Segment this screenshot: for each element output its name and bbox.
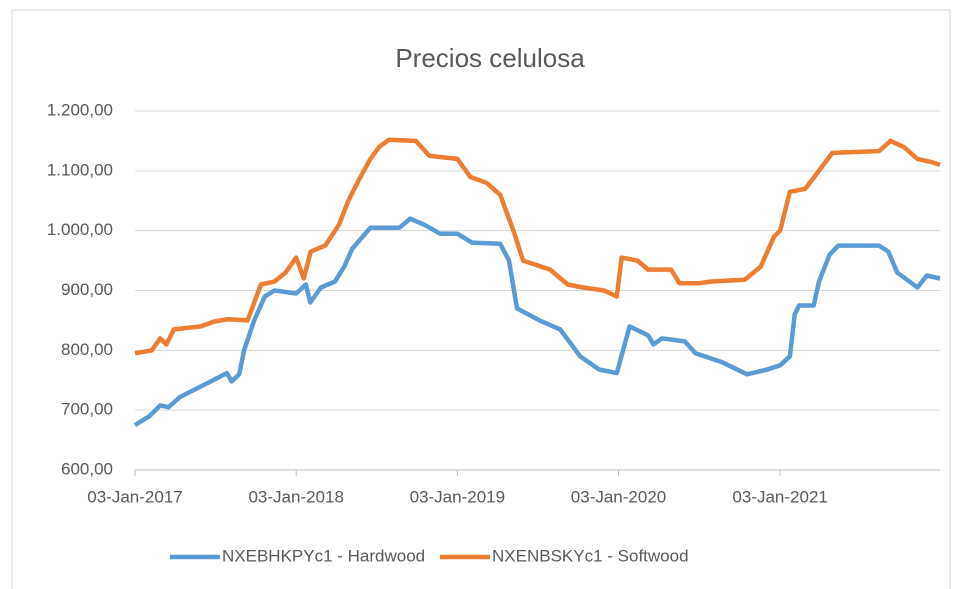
y-tick-label: 700,00 [61,400,113,419]
chart-title: Precios celulosa [395,43,585,73]
y-tick-label: 1.000,00 [47,220,113,239]
y-tick-label: 900,00 [61,280,113,299]
x-tick-label: 03-Jan-2020 [571,487,666,506]
y-tick-label: 600,00 [61,459,113,478]
x-tick-label: 03-Jan-2018 [248,487,343,506]
y-tick-label: 800,00 [61,340,113,359]
legend-label: NXEBHKPYc1 - Hardwood [222,546,425,565]
chart-border [11,9,951,589]
x-tick-label: 03-Jan-2021 [732,487,827,506]
series-line [134,137,941,356]
legend-label: NXENBSKYc1 - Softwood [492,546,689,565]
x-tick-label: 03-Jan-2019 [410,487,505,506]
series-line [133,216,941,428]
x-tick-label: 03-Jan-2017 [87,487,182,506]
y-tick-label: 1.100,00 [47,160,113,179]
y-tick-label: 1.200,00 [47,100,113,119]
